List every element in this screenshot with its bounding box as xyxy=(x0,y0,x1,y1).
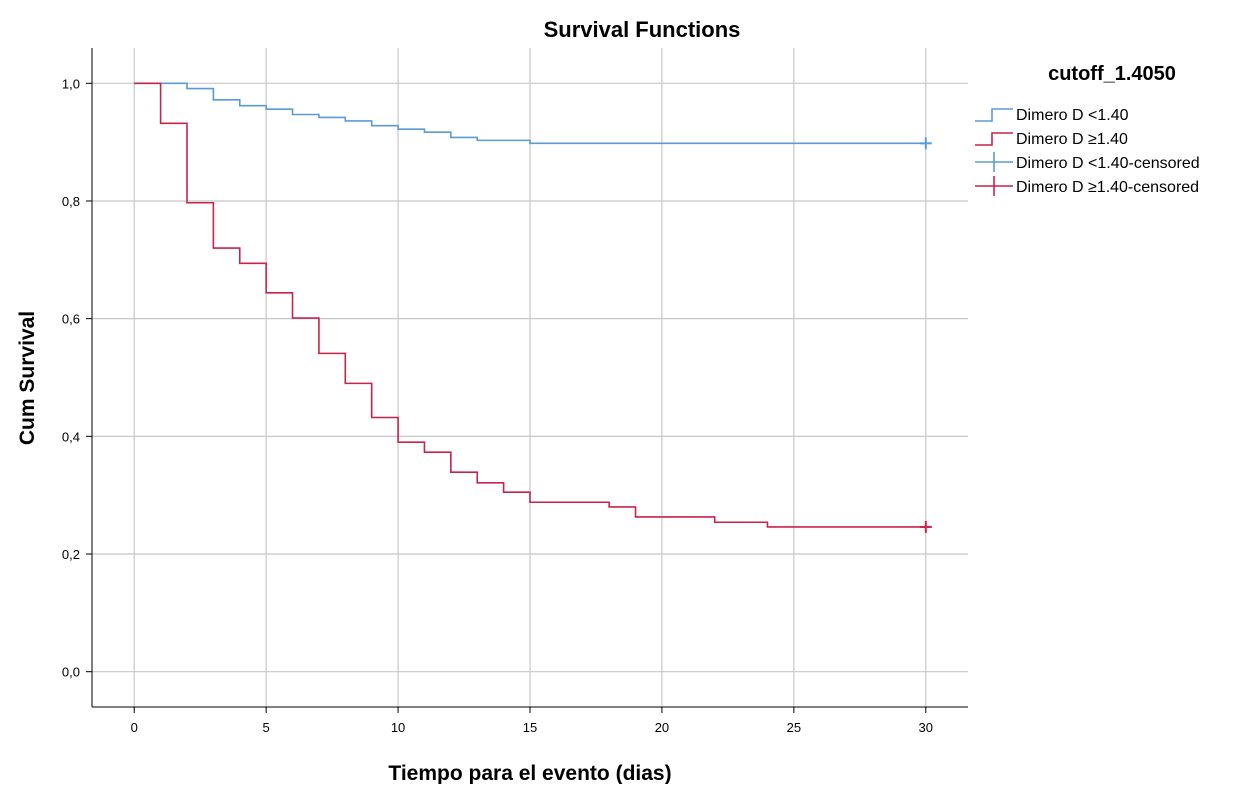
grid-layer xyxy=(92,48,968,707)
x-tick-label: 20 xyxy=(655,720,669,735)
legend-swatch-step xyxy=(975,132,1013,146)
y-tick-label: 0,6 xyxy=(62,312,80,327)
legend-entry-label: Dimero D <1.40 xyxy=(1016,107,1129,124)
chart-title: Survival Functions xyxy=(544,17,741,42)
legend: cutoff_1.4050 Dimero D <1.40 Dimero D ≥1.… xyxy=(975,63,1200,196)
y-tick-label: 1,0 xyxy=(62,76,80,91)
x-tick-label: 5 xyxy=(263,720,270,735)
x-tick-label: 30 xyxy=(919,720,933,735)
y-tick-label: 0,2 xyxy=(62,547,80,562)
legend-entry-label: Dimero D ≥1.40-censored xyxy=(1016,179,1199,196)
survival-curve-series-1 xyxy=(134,82,926,145)
series-layer xyxy=(134,82,932,533)
x-axis-label: Tiempo para el evento (dias) xyxy=(388,762,671,784)
x-tick-label: 15 xyxy=(523,720,537,735)
tick-layer: 0 5 10 15 20 25 30 0,0 0,2 0,4 0,6 0,8 1,0 xyxy=(62,76,933,735)
y-tick-label: 0,4 xyxy=(62,429,80,444)
survival-curve-series-2 xyxy=(134,82,926,528)
legend-entry-label: Dimero D <1.40-censored xyxy=(1016,155,1200,172)
legend-entry-label: Dimero D ≥1.40 xyxy=(1016,131,1128,148)
y-tick-label: 0,8 xyxy=(62,194,80,209)
y-axis-label: Cum Survival xyxy=(16,311,39,445)
x-tick-label: 10 xyxy=(391,720,405,735)
legend-title: cutoff_1.4050 xyxy=(1048,63,1176,85)
legend-swatch-step xyxy=(975,108,1013,122)
x-tick-label: 0 xyxy=(131,720,138,735)
y-tick-label: 0,0 xyxy=(62,665,80,680)
x-tick-label: 25 xyxy=(787,720,801,735)
